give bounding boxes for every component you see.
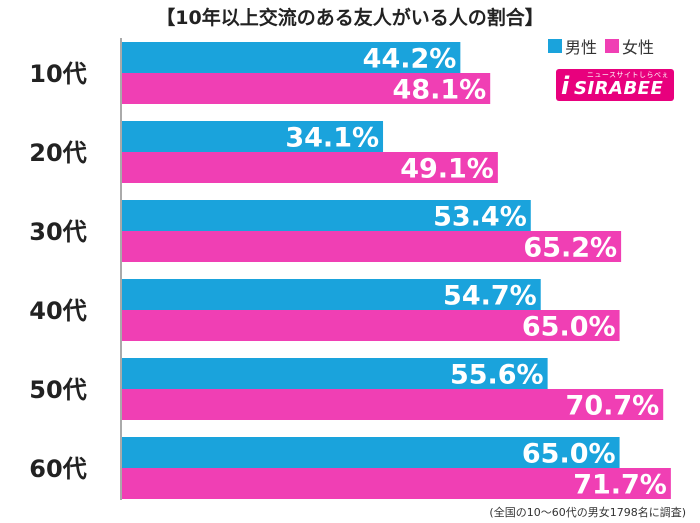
legend-label-male: 男性 bbox=[565, 38, 598, 57]
bar-female bbox=[122, 152, 498, 183]
category-label: 60代 bbox=[29, 455, 86, 483]
legend-swatch-male bbox=[548, 39, 562, 53]
data-label-female: 65.2% bbox=[523, 233, 617, 264]
category-label: 40代 bbox=[29, 297, 86, 325]
legend-item-male: 男性 bbox=[548, 34, 597, 58]
category-label: 20代 bbox=[29, 139, 86, 167]
data-label-female: 70.7% bbox=[566, 391, 660, 422]
bar-male bbox=[122, 358, 548, 389]
bar-female bbox=[122, 468, 671, 499]
data-label-male: 54.7% bbox=[443, 281, 537, 312]
bar-male bbox=[122, 437, 620, 468]
bar-female bbox=[122, 73, 491, 104]
category-label: 50代 bbox=[29, 376, 86, 404]
data-label-female: 49.1% bbox=[400, 154, 494, 185]
bar-male bbox=[122, 42, 461, 73]
data-label-male: 53.4% bbox=[433, 202, 527, 233]
legend-swatch-female bbox=[605, 39, 620, 53]
data-label-male: 34.1% bbox=[285, 123, 379, 154]
data-label-female: 65.0% bbox=[522, 312, 616, 343]
chart-title: 【10年以上交流のある友人がいる人の割合】 bbox=[156, 7, 544, 29]
bar-female bbox=[122, 231, 622, 262]
bar-male bbox=[122, 279, 541, 310]
sirabee-logo: ニュースサイトしらべぇ i SIRABEE bbox=[556, 69, 674, 101]
legend-label-female: 女性 bbox=[622, 38, 655, 57]
legend: 男性 女性 bbox=[548, 34, 662, 58]
data-label-male: 65.0% bbox=[522, 439, 616, 470]
data-label-male: 55.6% bbox=[450, 360, 544, 391]
legend-item-female: 女性 bbox=[605, 34, 654, 58]
data-label-female: 48.1% bbox=[393, 75, 487, 106]
category-label: 10代 bbox=[29, 60, 86, 88]
logo-text: SIRABEE bbox=[574, 78, 664, 99]
footnote: (全国の10〜60代の男女1798名に調査) bbox=[489, 506, 686, 519]
bar-male bbox=[122, 200, 531, 231]
data-label-male: 44.2% bbox=[363, 44, 457, 75]
logo-i-mark: i bbox=[561, 72, 570, 100]
bar-male bbox=[122, 121, 384, 152]
data-label-female: 71.7% bbox=[573, 470, 667, 501]
logo-tagline: ニュースサイトしらべぇ bbox=[586, 71, 669, 79]
category-label: 30代 bbox=[29, 218, 86, 246]
bar-female bbox=[122, 310, 620, 341]
bar-female bbox=[122, 389, 664, 420]
